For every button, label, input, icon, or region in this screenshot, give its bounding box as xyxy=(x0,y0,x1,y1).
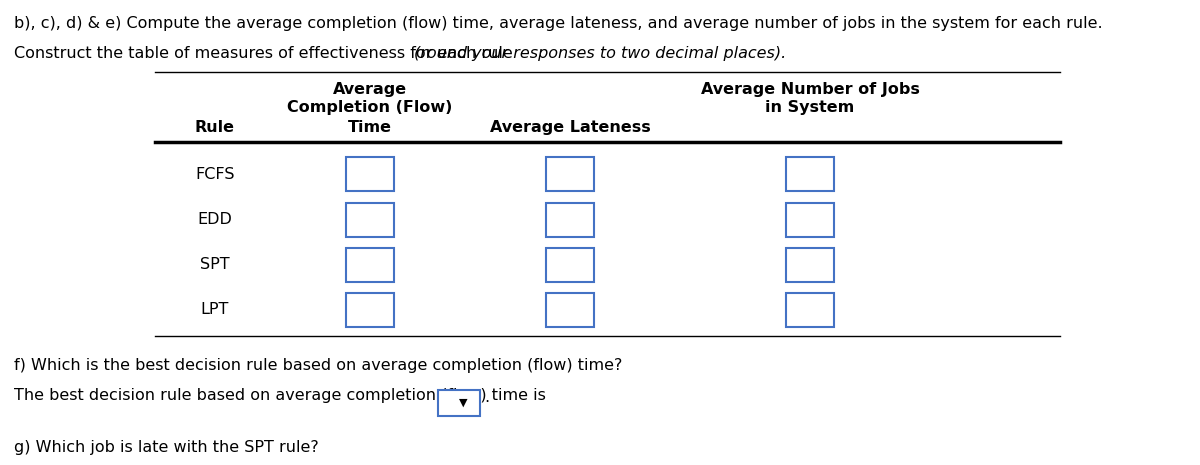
Text: Average Number of Jobs: Average Number of Jobs xyxy=(701,82,919,97)
FancyBboxPatch shape xyxy=(786,202,834,237)
FancyBboxPatch shape xyxy=(546,292,594,326)
Text: EDD: EDD xyxy=(198,212,233,227)
FancyBboxPatch shape xyxy=(346,292,394,326)
FancyBboxPatch shape xyxy=(346,247,394,281)
Text: Average: Average xyxy=(332,82,407,97)
Text: Completion (Flow): Completion (Flow) xyxy=(287,100,452,115)
FancyBboxPatch shape xyxy=(786,247,834,281)
Text: Rule: Rule xyxy=(194,120,235,135)
FancyBboxPatch shape xyxy=(786,292,834,326)
Text: FCFS: FCFS xyxy=(196,167,235,182)
FancyBboxPatch shape xyxy=(346,158,394,192)
Text: SPT: SPT xyxy=(200,257,230,272)
Text: LPT: LPT xyxy=(200,302,229,317)
FancyBboxPatch shape xyxy=(346,202,394,237)
Text: Average Lateness: Average Lateness xyxy=(490,120,650,135)
Text: Time: Time xyxy=(348,120,392,135)
FancyBboxPatch shape xyxy=(438,390,480,416)
Text: f) Which is the best decision rule based on average completion (flow) time?: f) Which is the best decision rule based… xyxy=(14,358,623,373)
Text: Construct the table of measures of effectiveness for each rule: Construct the table of measures of effec… xyxy=(14,46,518,61)
FancyBboxPatch shape xyxy=(786,158,834,192)
Text: b), c), d) & e) Compute the average completion (flow) time, average lateness, an: b), c), d) & e) Compute the average comp… xyxy=(14,16,1103,31)
Text: g) Which job is late with the SPT rule?: g) Which job is late with the SPT rule? xyxy=(14,440,319,455)
FancyBboxPatch shape xyxy=(546,202,594,237)
Text: ▼: ▼ xyxy=(458,398,468,408)
FancyBboxPatch shape xyxy=(546,247,594,281)
Text: The best decision rule based on average completion (flow) time is: The best decision rule based on average … xyxy=(14,388,546,403)
Text: .: . xyxy=(484,390,490,405)
Text: in System: in System xyxy=(766,100,854,115)
FancyBboxPatch shape xyxy=(546,158,594,192)
Text: (round your responses to two decimal places).: (round your responses to two decimal pla… xyxy=(414,46,786,61)
